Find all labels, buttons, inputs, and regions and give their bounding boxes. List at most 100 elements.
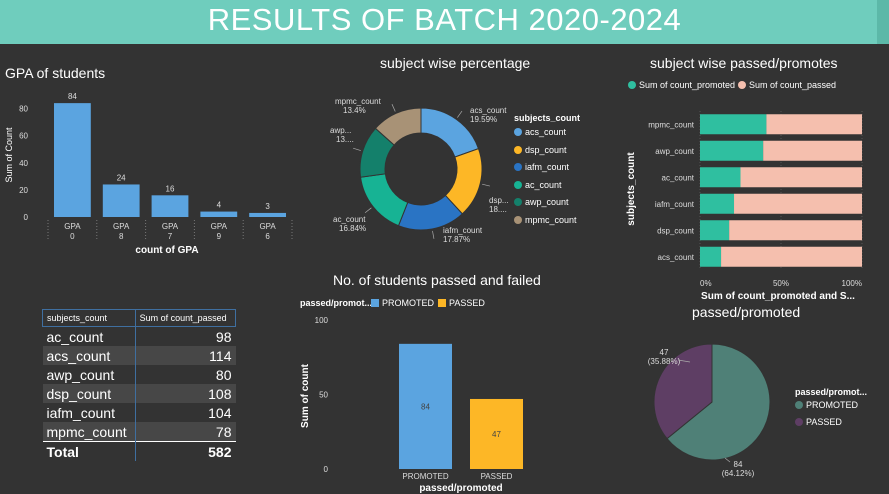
table-row: iafm_count 104 [42, 403, 236, 422]
gpa-bar [54, 103, 91, 217]
pie-slice [666, 343, 771, 461]
gpa-xtick: GPA [162, 222, 179, 231]
legend-dot-icon [795, 401, 803, 409]
table-total-label: Total [42, 441, 136, 461]
donut-legend-label: mpmc_count [525, 214, 577, 225]
donut-leader [432, 230, 435, 239]
gpa-bar [102, 184, 140, 217]
table-header-subjects: subjects_count [42, 309, 136, 327]
table-cell-subject: ac_count [42, 326, 136, 346]
donut-percent: 19.59% [470, 115, 497, 124]
students-legend-item[interactable]: PASSED [438, 298, 485, 308]
page-title: RESULTS OF BATCH 2020-2024 [207, 2, 682, 37]
students-passed-title: No. of students passed and failed [333, 272, 541, 288]
pie-legend-item[interactable]: PASSED [795, 417, 842, 427]
pie-slice [653, 343, 713, 440]
stack-bar-promoted [700, 140, 764, 161]
table-row: mpmc_count 78 [42, 422, 236, 442]
gpa-xtick: 8 [119, 232, 124, 241]
stack-bar-passed [729, 220, 862, 241]
subject-percentage-title: subject wise percentage [380, 55, 531, 71]
gpa-ylabel: Sum of Count [4, 127, 14, 183]
table-cell-passed: 98 [215, 328, 232, 345]
banner-scrollbar[interactable] [877, 0, 889, 44]
gpa-ytick: 0 [24, 213, 29, 222]
donut-label: dsp... [489, 196, 509, 205]
stack-bar-passed [734, 193, 862, 214]
students-ytick: 100 [315, 316, 329, 325]
donut-leader [353, 147, 361, 151]
pie-legend-label: PROMOTED [806, 400, 859, 410]
donut-legend-item[interactable]: acs_count [514, 127, 566, 137]
gpa-xtick: GPA [259, 222, 276, 231]
stack-ylabel: subjects_count [626, 152, 637, 226]
donut-percent: 18.... [489, 205, 507, 214]
pie-leader [724, 457, 731, 463]
students-legend-item[interactable]: PROMOTED [371, 298, 434, 308]
pie-percent-label: (35.88%) [648, 357, 681, 366]
gpa-xtick: 7 [168, 232, 173, 241]
legend-dot-icon [738, 81, 746, 89]
table-total-row: Total 582 [42, 441, 236, 461]
table-row: ac_count 98 [42, 326, 236, 346]
gpa-xtick: 9 [217, 232, 222, 241]
gpa-bar [200, 211, 238, 217]
students-xtick: PROMOTED [402, 472, 448, 481]
stack-xtick: 0% [700, 279, 712, 288]
pie-value-label: 84 [734, 460, 743, 469]
donut-legend-item[interactable]: mpmc_count [514, 215, 577, 225]
stack-xlabel: Sum of count_promoted and S... [701, 291, 855, 302]
stack-legend-item[interactable]: Sum of count_passed [738, 80, 836, 90]
students-ylabel: Sum of count [300, 363, 311, 428]
students-ytick: 50 [319, 391, 328, 400]
gpa-ytick: 60 [19, 132, 28, 141]
gpa-ytick: 40 [19, 159, 28, 168]
pie-legend-item[interactable]: PROMOTED [795, 400, 858, 410]
donut-label: awp... [330, 126, 351, 135]
students-bar [470, 398, 523, 469]
donut-legend-item[interactable]: awp_count [514, 197, 569, 207]
students-legend-title: passed/promot... [300, 298, 373, 308]
donut-percent: 16.84% [339, 224, 366, 233]
gpa-data-label: 84 [68, 92, 77, 101]
stack-ytick: ac_count [662, 173, 695, 182]
legend-dot-icon [514, 163, 522, 171]
legend-dot-icon [514, 215, 522, 224]
donut-legend-item[interactable]: iafm_count [514, 162, 569, 172]
donut-percent: 17.87% [443, 235, 470, 244]
gpa-xlabel: count of GPA [135, 245, 198, 256]
donut-leader [457, 110, 463, 118]
gpa-xtick: GPA [211, 222, 228, 231]
donut-legend-title: subjects_count [514, 113, 581, 123]
gpa-xtick: 0 [70, 232, 75, 241]
table-cell-passed: 108 [135, 384, 236, 403]
gpa-xtick: 6 [265, 232, 270, 241]
table-total-value: 582 [135, 441, 236, 461]
legend-square-icon [371, 299, 379, 307]
donut-legend-label: iafm_count [525, 162, 570, 172]
students-data-label: 47 [492, 430, 501, 439]
table-cell-subject: awp_count [42, 365, 136, 384]
stack-ytick: awp_count [655, 147, 694, 156]
passed-promoted-title: passed/promoted [692, 304, 801, 320]
table-cell-passed: 104 [208, 404, 232, 421]
donut-label: mpmc_count [335, 97, 382, 106]
stack-ytick: iafm_count [655, 200, 695, 209]
students-ytick: 0 [324, 465, 329, 474]
stack-legend-item[interactable]: Sum of count_promoted [628, 80, 735, 90]
table-cell-subject: mpmc_count [42, 422, 136, 442]
gpa-ytick: 20 [19, 186, 28, 195]
donut-leader [364, 207, 372, 214]
donut-legend-item[interactable]: dsp_count [514, 145, 567, 155]
subject-passed-title: subject wise passed/promotes [650, 55, 838, 71]
students-bar [399, 343, 452, 469]
students-legend-label: PASSED [449, 298, 485, 308]
donut-label: acs_count [470, 106, 507, 115]
donut-leader [482, 183, 490, 187]
donut-legend-item[interactable]: ac_count [514, 180, 562, 190]
gpa-chart-title: GPA of students [5, 65, 106, 81]
stack-ytick: dsp_count [657, 226, 695, 235]
gpa-data-label: 4 [217, 201, 222, 210]
table-row: awp_count 80 [42, 365, 236, 384]
